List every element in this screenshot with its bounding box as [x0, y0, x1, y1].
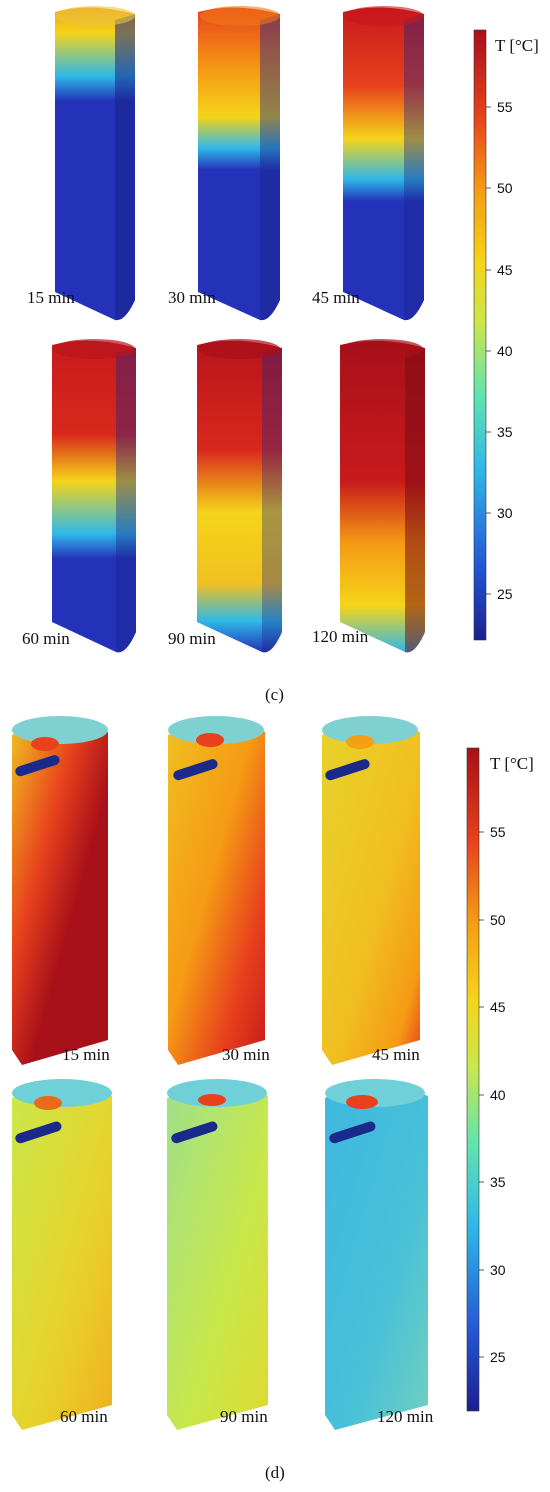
cylinder-d-15min [12, 716, 108, 1065]
colorbar-d-tick: 30 [490, 1262, 506, 1278]
time-label: 30 min [222, 1045, 270, 1064]
colorbar-c-tick: 50 [497, 180, 513, 196]
colorbar-d-tick: 55 [490, 824, 506, 840]
colorbar-d [466, 747, 480, 1412]
colorbar-c-tick: 25 [497, 586, 513, 602]
cylinder-d-30min [168, 716, 265, 1065]
cylinder-d-90min [167, 1079, 268, 1430]
colorbar-c-ticks [486, 106, 491, 595]
colorbar-c-tick: 45 [497, 262, 513, 278]
cylinder-c-45min [343, 6, 424, 321]
panel-label-d: (d) [265, 1463, 285, 1482]
cylinder-c-60min [52, 339, 136, 653]
time-label: 45 min [312, 288, 360, 307]
colorbar-d-tick: 35 [490, 1174, 506, 1190]
colorbar-c-tick: 40 [497, 343, 513, 359]
cylinder-c-120min [340, 339, 425, 653]
colorbar-d-tick: 50 [490, 912, 506, 928]
panel-label-c: (c) [265, 685, 284, 704]
cylinder-c-15min [55, 6, 135, 321]
colorbar-d-tick: 45 [490, 999, 506, 1015]
time-label: 60 min [22, 629, 70, 648]
cylinder-d-60min [12, 1079, 112, 1430]
time-label: 15 min [27, 288, 75, 307]
time-label: 90 min [220, 1407, 268, 1426]
panel-c-simulations [52, 6, 425, 653]
cylinder-c-30min [198, 6, 280, 321]
time-label: 90 min [168, 629, 216, 648]
colorbar-c-tick: 35 [497, 424, 513, 440]
cylinder-c-90min [197, 339, 282, 653]
time-label: 60 min [60, 1407, 108, 1426]
cylinder-d-45min [322, 716, 420, 1065]
colorbar-c-tick: 55 [497, 99, 513, 115]
cylinder-d-120min [325, 1079, 428, 1430]
colorbar-d-ticks [479, 831, 484, 1358]
time-label: 45 min [372, 1045, 420, 1064]
colorbar-d-title: T [°C] [490, 754, 534, 773]
time-label: 120 min [312, 627, 369, 646]
colorbar-c [473, 29, 487, 641]
colorbar-d-tick: 25 [490, 1349, 506, 1365]
time-label: 30 min [168, 288, 216, 307]
colorbar-c-tick: 30 [497, 505, 513, 521]
colorbar-d-tick: 40 [490, 1087, 506, 1103]
colorbar-c-title: T [°C] [495, 36, 539, 55]
time-label: 120 min [377, 1407, 434, 1426]
panel-d-simulations [12, 716, 428, 1430]
time-label: 15 min [62, 1045, 110, 1064]
